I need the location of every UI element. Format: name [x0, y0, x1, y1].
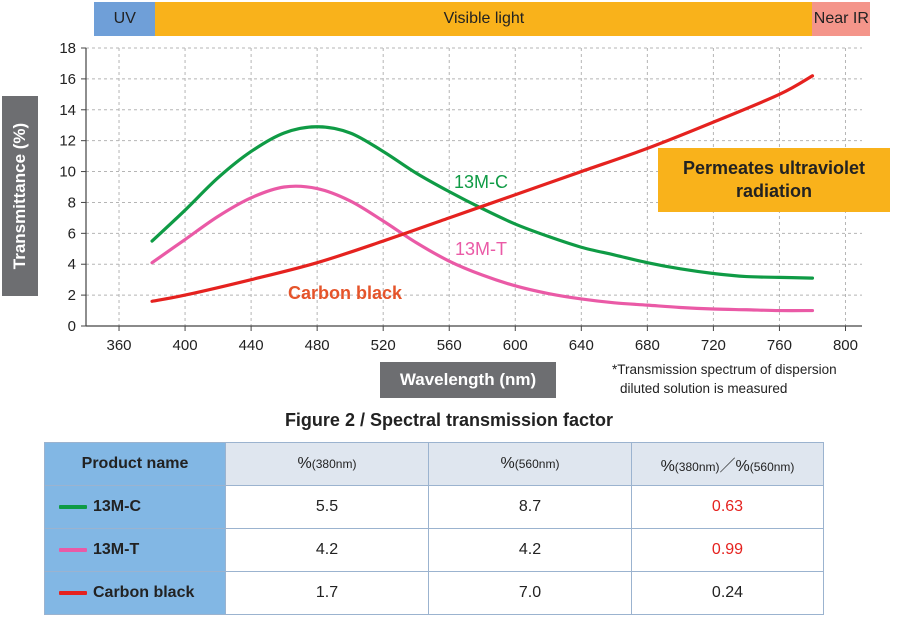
- table-row: Carbon black 1.7 7.0 0.24: [44, 571, 824, 615]
- legend-swatch: [59, 504, 87, 509]
- ratio-cell: 0.24: [631, 571, 824, 615]
- label-13m-t: 13M-T: [455, 239, 507, 259]
- legend-swatch: [59, 547, 87, 552]
- y-tick-label: 6: [68, 225, 76, 242]
- value-380-cell: 1.7: [225, 571, 429, 615]
- y-tick-label: 0: [68, 318, 76, 335]
- product-name: 13M-T: [93, 541, 140, 558]
- product-name: Carbon black: [93, 584, 195, 601]
- x-tick-label: 680: [635, 337, 660, 354]
- label-13m-c: 13M-C: [454, 172, 508, 192]
- x-tick-label: 640: [569, 337, 594, 354]
- series-carbon-black: [150, 74, 815, 303]
- comparison-table: Product name %(380nm) %(560nm) %(380nm)／…: [44, 442, 824, 615]
- series-13m-c: [150, 125, 815, 280]
- x-tick-label: 800: [833, 337, 858, 354]
- value-560-cell: 8.7: [428, 485, 632, 529]
- legend-swatch: [59, 590, 87, 595]
- figure-caption: Figure 2 / Spectral transmission factor: [284, 410, 614, 430]
- label-carbon-black: Carbon black: [288, 283, 403, 303]
- y-tick-label: 8: [68, 194, 76, 211]
- table-row: 13M-C 5.5 8.7 0.63: [44, 485, 824, 529]
- y-tick-label: 16: [59, 71, 76, 88]
- header-ratio: %(380nm)／%(560nm): [631, 442, 824, 486]
- series-13m-t: [150, 184, 815, 313]
- x-axis-label: Wavelength (nm): [380, 362, 556, 398]
- ratio-cell: 0.63: [631, 485, 824, 529]
- product-name-cell: 13M-T: [44, 528, 226, 572]
- x-tick-label: 720: [701, 337, 726, 354]
- x-tick-label: 600: [503, 337, 528, 354]
- x-tick-label: 760: [767, 337, 792, 354]
- x-tick-label: 440: [239, 337, 264, 354]
- header-380: %(380nm): [225, 442, 429, 486]
- table-row: 13M-T 4.2 4.2 0.99: [44, 528, 824, 572]
- x-tick-label: 360: [107, 337, 132, 354]
- y-tick-label: 18: [59, 40, 76, 57]
- band-uv: UV: [94, 2, 156, 36]
- band-visible-light: Visible light: [155, 2, 813, 36]
- y-tick-label: 10: [59, 164, 76, 181]
- y-tick-label: 12: [59, 133, 76, 150]
- value-560-cell: 4.2: [428, 528, 632, 572]
- value-380-cell: 5.5: [225, 485, 429, 529]
- ratio-cell: 0.99: [631, 528, 824, 572]
- y-tick-label: 4: [68, 256, 76, 273]
- product-name: 13M-C: [93, 498, 142, 515]
- band-near-ir: Near IR: [812, 2, 871, 36]
- uv-callout: Permeates ultraviolet radiation: [658, 148, 890, 212]
- table-header-row: Product name %(380nm) %(560nm) %(380nm)／…: [44, 442, 824, 486]
- product-name-cell: 13M-C: [44, 485, 226, 529]
- value-380-cell: 4.2: [225, 528, 429, 572]
- header-560: %(560nm): [428, 442, 632, 486]
- x-tick-label: 400: [173, 337, 198, 354]
- value-560-cell: 7.0: [428, 571, 632, 615]
- x-tick-label: 520: [371, 337, 396, 354]
- measurement-note: *Transmission spectrum of dispersion dil…: [612, 362, 837, 396]
- product-name-cell: Carbon black: [44, 571, 226, 615]
- y-tick-label: 2: [68, 287, 76, 304]
- x-tick-label: 480: [305, 337, 330, 354]
- y-tick-label: 14: [59, 102, 76, 119]
- x-tick-label: 560: [437, 337, 462, 354]
- y-axis-label: Transmittance (%): [2, 96, 38, 296]
- header-product: Product name: [44, 442, 226, 486]
